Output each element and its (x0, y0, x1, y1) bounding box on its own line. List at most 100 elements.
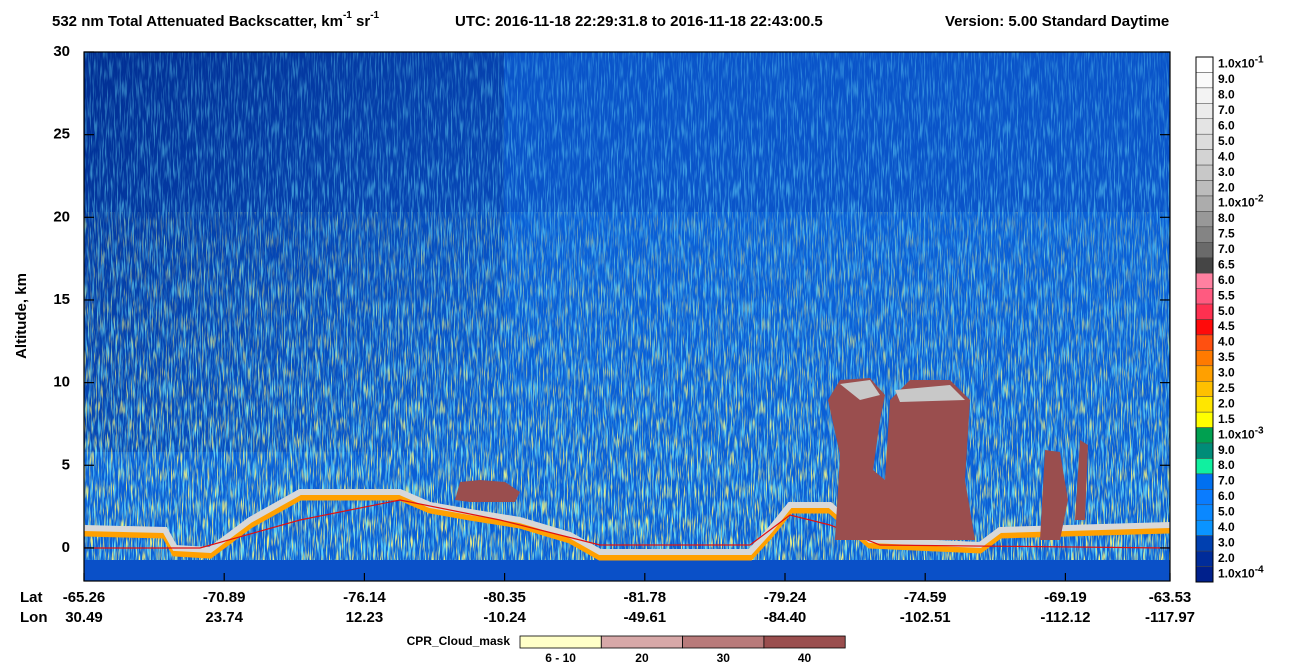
colorbar-swatch (1195, 566, 1214, 583)
colorbar-label: 3.0 (1218, 536, 1235, 550)
colorbar-label-text: 7.0 (1218, 103, 1235, 117)
title-version: Version: 5.00 Standard Daytime (945, 13, 1169, 30)
colorbar-swatch (1195, 118, 1214, 135)
colorbar-label-text: 6.5 (1218, 258, 1235, 272)
colorbar-swatch (1195, 211, 1214, 228)
colorbar-label-text: 1.0x10 (1218, 566, 1255, 580)
x-tick-label: -102.51 (900, 609, 951, 626)
chart-title: 532 nm Total Attenuated Backscatter, km-… (52, 10, 380, 30)
x-tick-label: -81.78 (624, 589, 667, 606)
colorbar-swatch (1195, 381, 1214, 397)
colorbar-label-text: 9.0 (1218, 443, 1235, 457)
colorbar-swatch (1195, 550, 1214, 567)
x-tick-label: -70.89 (203, 589, 246, 606)
y-tick-label: 20 (53, 208, 70, 225)
colorbar-swatch (1195, 350, 1214, 367)
colorbar-swatch (1195, 164, 1214, 181)
colorbar-label: 3.5 (1218, 350, 1235, 364)
colorbar-swatch (1195, 242, 1214, 258)
cloud-mask-label: 6 - 10 (545, 651, 576, 665)
colorbar-label-exponent: -3 (1255, 425, 1264, 436)
colorbar-label-text: 6.0 (1218, 489, 1235, 503)
colorbar-label-text: 7.0 (1218, 242, 1235, 256)
x-row-label: Lat (20, 589, 43, 606)
colorbar-label: 6.0 (1218, 273, 1235, 287)
title-utc: UTC: 2016-11-18 22:29:31.8 to 2016-11-18… (455, 13, 823, 30)
cloud-mask-label: 30 (717, 651, 731, 665)
colorbar-label-text: 7.5 (1218, 227, 1235, 241)
cloud-mask-swatch (682, 635, 765, 649)
colorbar-label: 6.5 (1218, 258, 1235, 272)
colorbar-label: 7.0 (1218, 474, 1235, 488)
colorbar-label: 9.0 (1218, 72, 1235, 86)
colorbar-label: 2.0 (1218, 551, 1235, 565)
y-tick-label: 0 (62, 539, 70, 556)
colorbar-label-text: 2.5 (1218, 381, 1235, 395)
colorbar-label-text: 4.0 (1218, 335, 1235, 349)
backscatter-image (84, 52, 1170, 581)
x-tick-label: -74.59 (904, 589, 947, 606)
colorbar-swatch (1195, 442, 1214, 459)
colorbar-label-text: 3.0 (1218, 366, 1235, 380)
colorbar-label-text: 2.0 (1218, 551, 1235, 565)
colorbar-swatch (1195, 519, 1214, 536)
colorbar-swatch (1195, 87, 1214, 104)
x-tick-label: -117.97 (1145, 609, 1195, 626)
colorbar-label-text: 8.0 (1218, 458, 1235, 472)
colorbar-label: 5.5 (1218, 289, 1235, 303)
colorbar-label: 4.0 (1218, 150, 1235, 164)
colorbar-swatch (1195, 56, 1214, 73)
x-row-label: Lon (20, 609, 48, 626)
colorbar-label: 4.0 (1218, 520, 1235, 534)
colorbar-swatch (1195, 303, 1214, 320)
colorbar-label: 7.5 (1218, 227, 1235, 241)
y-tick-label: 10 (53, 374, 70, 391)
colorbar-swatch (1195, 473, 1214, 490)
colorbar-swatch (1195, 180, 1214, 197)
colorbar-swatch (1195, 489, 1214, 506)
colorbar-label-text: 2.0 (1218, 397, 1235, 411)
colorbar-swatch (1195, 72, 1214, 89)
colorbar-label: 8.0 (1218, 458, 1235, 472)
x-tick-label: 23.74 (205, 609, 243, 626)
y-axis-label: Altitude, km (13, 273, 30, 359)
title-text: 532 nm Total Attenuated Backscatter, km (52, 13, 343, 30)
colorbar-swatch (1195, 504, 1214, 521)
colorbar-swatch (1195, 103, 1214, 120)
cloud-mask-label: 40 (798, 651, 812, 665)
colorbar-swatch (1195, 149, 1214, 166)
plot-frame (83, 51, 1171, 582)
colorbar-swatch (1195, 427, 1214, 444)
colorbar-swatch (1195, 226, 1214, 243)
colorbar-label: 2.5 (1218, 381, 1235, 395)
colorbar-label-text: 6.0 (1218, 273, 1235, 287)
colorbar-label-text: 4.0 (1218, 150, 1235, 164)
colorbar-swatch (1195, 195, 1214, 212)
x-tick-label: -112.12 (1040, 609, 1090, 626)
x-tick-label: -10.24 (483, 609, 526, 626)
colorbar-label: 1.0x10-4 (1218, 564, 1264, 581)
cloud-mask-swatch (519, 635, 602, 649)
colorbar-label: 1.0x10-1 (1218, 54, 1264, 71)
colorbar-label-text: 8.0 (1218, 88, 1235, 102)
colorbar-swatch (1195, 257, 1214, 274)
colorbar-label: 1.0x10-3 (1218, 425, 1264, 442)
colorbar-frame (1195, 56, 1214, 583)
colorbar-label: 6.0 (1218, 119, 1235, 133)
colorbar-label: 9.0 (1218, 443, 1235, 457)
colorbar-label-text: 1.0x10 (1218, 427, 1255, 441)
colorbar-label-text: 1.0x10 (1218, 196, 1255, 210)
colorbar-label-text: 5.0 (1218, 134, 1235, 148)
colorbar-label: 4.5 (1218, 319, 1235, 333)
colorbar-label-text: 8.0 (1218, 211, 1235, 225)
x-tick-label: 12.23 (346, 609, 384, 626)
colorbar-label-text: 7.0 (1218, 474, 1235, 488)
colorbar-label-text: 5.0 (1218, 304, 1235, 318)
colorbar-label: 2.0 (1218, 397, 1235, 411)
colorbar-label-text: 1.0x10 (1218, 57, 1255, 71)
colorbar-swatch (1195, 458, 1214, 475)
colorbar-label: 7.0 (1218, 103, 1235, 117)
colorbar-label: 7.0 (1218, 242, 1235, 256)
colorbar-label-text: 9.0 (1218, 72, 1235, 86)
colorbar-swatch (1195, 272, 1214, 289)
